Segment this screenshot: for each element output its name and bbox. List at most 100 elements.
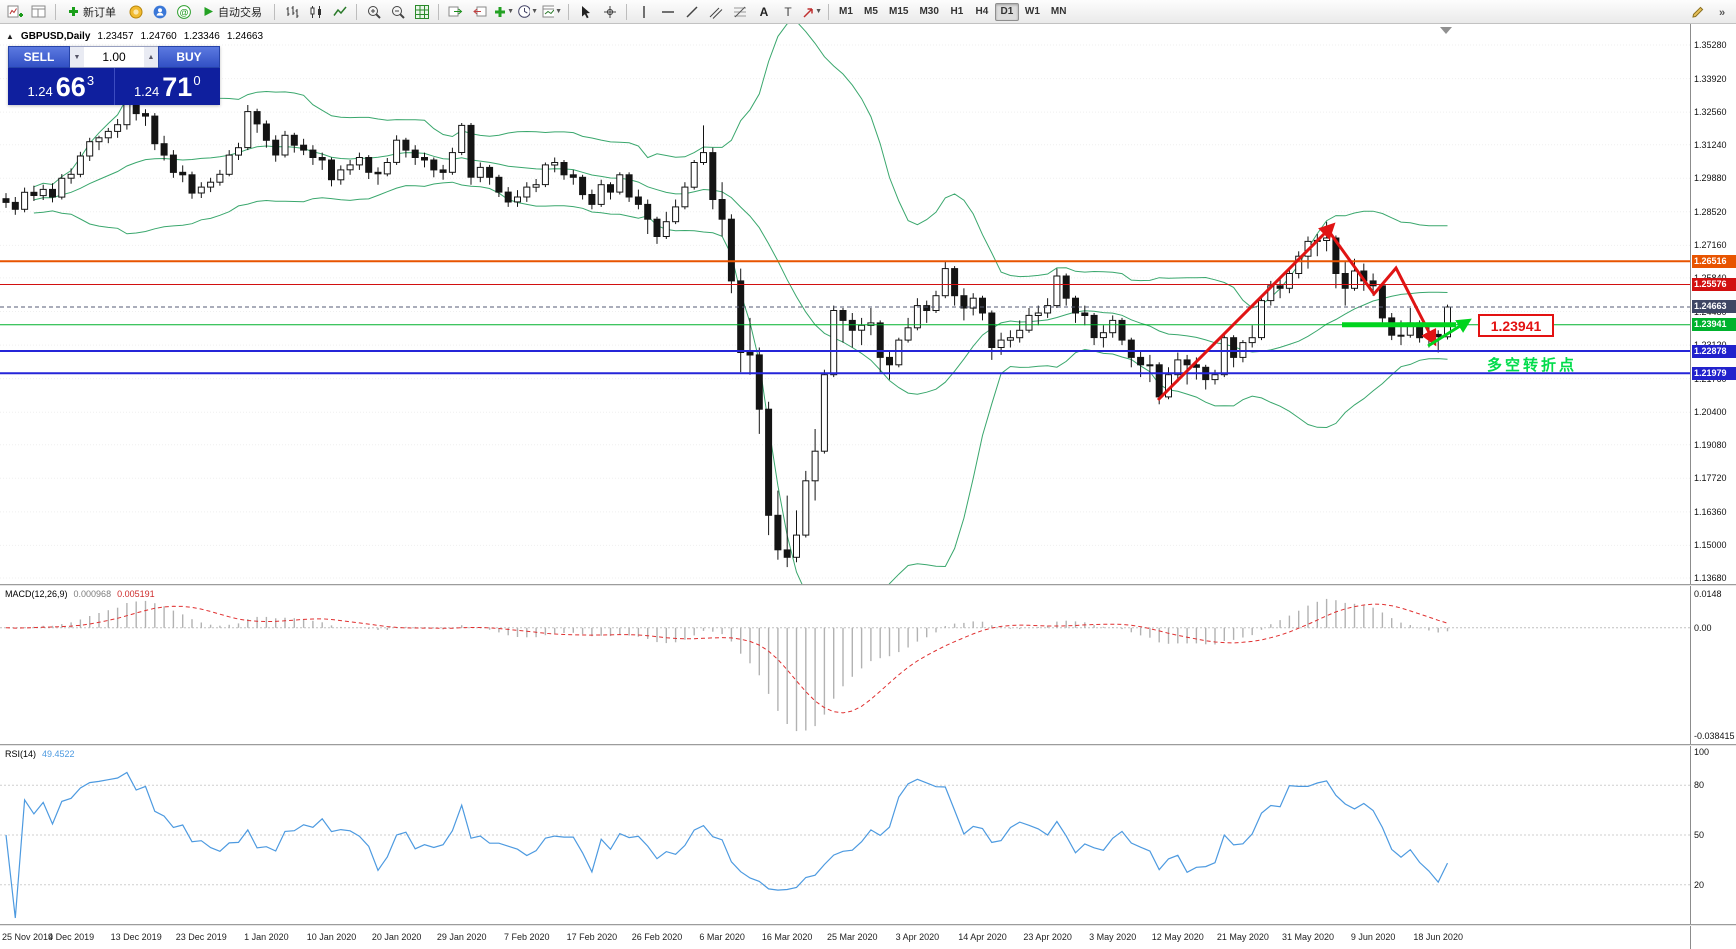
rsi-axis[interactable]: 100 80 50 20 bbox=[1690, 746, 1736, 924]
timeframe-mn-button[interactable]: MN bbox=[1050, 6, 1067, 17]
auto-scroll-icon[interactable] bbox=[444, 2, 467, 22]
date-label: 17 Feb 2020 bbox=[566, 932, 618, 942]
autotrade-button[interactable]: 自动交易 bbox=[196, 2, 269, 22]
tile-windows-icon[interactable] bbox=[410, 2, 433, 22]
date-label: 20 Jan 2020 bbox=[371, 932, 422, 942]
periods-icon[interactable]: ▼ bbox=[516, 2, 539, 22]
trend-annotations[interactable] bbox=[1156, 222, 1472, 402]
price-tick-label: 1.17720 bbox=[1694, 473, 1727, 484]
buy-price[interactable]: 1.24 71 0 bbox=[113, 68, 221, 105]
price-badge: 1.23941 bbox=[1692, 318, 1736, 332]
crosshair-icon[interactable] bbox=[598, 2, 621, 22]
main-chart-canvas[interactable] bbox=[0, 24, 1690, 584]
timeframe-h1-button[interactable]: H1 bbox=[950, 6, 964, 17]
templates-icon[interactable]: ▼ bbox=[540, 2, 563, 22]
rsi-region: RSI(14) 49.4522 100 80 50 20 bbox=[0, 746, 1736, 924]
horizontal-line-icon[interactable] bbox=[656, 2, 679, 22]
timeframe-m30-button[interactable]: M30 bbox=[919, 6, 939, 17]
vertical-line-icon[interactable] bbox=[632, 2, 655, 22]
panel-separator[interactable] bbox=[0, 924, 1736, 926]
zoom-in-icon[interactable] bbox=[362, 2, 385, 22]
new-order-button[interactable]: 新订单 bbox=[61, 2, 123, 22]
price-tick-label: 1.16360 bbox=[1694, 506, 1727, 517]
price-tick-label: 1.28520 bbox=[1694, 206, 1727, 217]
price-tick-label: 1.35280 bbox=[1694, 40, 1727, 50]
overflow-icon[interactable]: » bbox=[1710, 2, 1733, 22]
chart-shift-marker[interactable] bbox=[1440, 27, 1452, 34]
buy-button[interactable]: BUY bbox=[158, 46, 220, 68]
panel-separator[interactable] bbox=[0, 584, 1736, 586]
timeframe-d1-button[interactable]: D1 bbox=[994, 2, 1019, 21]
svg-text:T: T bbox=[784, 5, 792, 19]
channel-icon[interactable] bbox=[704, 2, 727, 22]
label-icon[interactable]: T bbox=[776, 2, 799, 22]
cursor-icon[interactable] bbox=[574, 2, 597, 22]
rsi-axis-label: 50 bbox=[1694, 830, 1705, 840]
trendline-icon[interactable] bbox=[680, 2, 703, 22]
date-label: 12 May 2020 bbox=[1151, 932, 1204, 942]
sell-button[interactable]: SELL bbox=[8, 46, 70, 68]
price-callout-label[interactable]: 1.23941 bbox=[1478, 314, 1554, 337]
macd-axis-label: 0.00 bbox=[1694, 622, 1712, 633]
axis-corner bbox=[1690, 926, 1736, 949]
timeframe-h4-button[interactable]: H4 bbox=[975, 6, 989, 17]
toolbar: 新订单 @ 自动交易 ▼ ▼ ▼ A T ▼ M1 M5 M15 M30 H1 H4 D1 W1 MN» bbox=[0, 0, 1736, 24]
symbol-header: ▲ GBPUSD,Daily 1.23457 1.24760 1.23346 1… bbox=[6, 31, 263, 42]
date-label: 29 Jan 2020 bbox=[436, 932, 487, 942]
one-click-toggle-icon[interactable]: ▲ bbox=[6, 32, 14, 41]
svg-text:A: A bbox=[759, 5, 768, 19]
ohlc-close: 1.24663 bbox=[226, 31, 264, 42]
main-chart-plot[interactable]: ▲ GBPUSD,Daily 1.23457 1.24760 1.23346 1… bbox=[0, 24, 1690, 584]
turning-point-label[interactable]: 多空转折点 bbox=[1487, 357, 1578, 374]
new-chart-icon[interactable] bbox=[3, 2, 26, 22]
rsi-canvas[interactable] bbox=[0, 746, 1690, 924]
green-arrow[interactable] bbox=[1427, 318, 1472, 348]
zoom-out-icon[interactable] bbox=[386, 2, 409, 22]
date-label: 3 Apr 2020 bbox=[895, 932, 940, 942]
macd-axis[interactable]: 0.0148 0.00 -0.038415 bbox=[1690, 586, 1736, 744]
profiles-icon[interactable] bbox=[27, 2, 50, 22]
shapes-icon[interactable]: ▼ bbox=[800, 2, 823, 22]
price-axis[interactable]: 1.35280 1.33920 1.32560 1.31240 1.29880 1.285… bbox=[1690, 24, 1736, 584]
candlestick-icon[interactable] bbox=[304, 2, 327, 22]
toolbar-separator bbox=[55, 3, 56, 20]
macd-axis-label: -0.038415 bbox=[1694, 731, 1735, 741]
signals-icon[interactable]: @ bbox=[172, 2, 195, 22]
line-chart-icon[interactable] bbox=[328, 2, 351, 22]
price-tick-label: 1.19080 bbox=[1694, 439, 1727, 450]
timeframe-w1-button[interactable]: W1 bbox=[1024, 6, 1040, 17]
price-tick-label: 1.15000 bbox=[1694, 540, 1727, 551]
volume-control: ▼ ▲ bbox=[70, 46, 158, 68]
macd-plot[interactable]: MACD(12,26,9) 0.000968 0.005191 bbox=[0, 586, 1690, 744]
price-tick-label: 1.33920 bbox=[1694, 73, 1727, 84]
community-icon[interactable] bbox=[148, 2, 171, 22]
uptrend-arrow[interactable] bbox=[1156, 222, 1336, 402]
price-badge: 1.26516 bbox=[1692, 254, 1736, 268]
timeframe-m15-button[interactable]: M15 bbox=[889, 6, 909, 17]
timeframe-m1-button[interactable]: M1 bbox=[839, 6, 853, 17]
timeframe-m5-button[interactable]: M5 bbox=[864, 6, 878, 17]
edit-icon[interactable] bbox=[1686, 2, 1709, 22]
rsi-plot[interactable]: RSI(14) 49.4522 bbox=[0, 746, 1690, 924]
date-label: 26 Feb 2020 bbox=[631, 932, 683, 942]
fibonacci-icon[interactable] bbox=[728, 2, 751, 22]
text-icon[interactable]: A bbox=[752, 2, 775, 22]
bar-chart-icon[interactable] bbox=[280, 2, 303, 22]
indicators-icon[interactable]: ▼ bbox=[492, 2, 515, 22]
date-label: 3 May 2020 bbox=[1089, 932, 1137, 942]
volume-up-icon[interactable]: ▲ bbox=[144, 47, 158, 67]
macd-canvas[interactable] bbox=[0, 586, 1690, 744]
price-tick-label: 1.32560 bbox=[1694, 107, 1727, 118]
panel-separator[interactable] bbox=[0, 744, 1736, 746]
volume-input[interactable] bbox=[84, 47, 144, 67]
ohlc-open: 1.23457 bbox=[97, 31, 134, 42]
rsi-axis-label: 100 bbox=[1694, 747, 1710, 757]
date-label: 18 Jun 2020 bbox=[1413, 932, 1463, 942]
toolbar-separator bbox=[568, 3, 569, 20]
market-icon[interactable] bbox=[124, 2, 147, 22]
volume-down-icon[interactable]: ▼ bbox=[70, 47, 84, 67]
zigzag-down-arrow[interactable] bbox=[1326, 229, 1437, 347]
sell-price[interactable]: 1.24 66 3 bbox=[27, 72, 95, 102]
chart-shift-icon[interactable] bbox=[468, 2, 491, 22]
time-axis[interactable]: 25 Nov 2019 4 Dec 2019 13 Dec 2019 23 Dec 2… bbox=[0, 926, 1690, 949]
